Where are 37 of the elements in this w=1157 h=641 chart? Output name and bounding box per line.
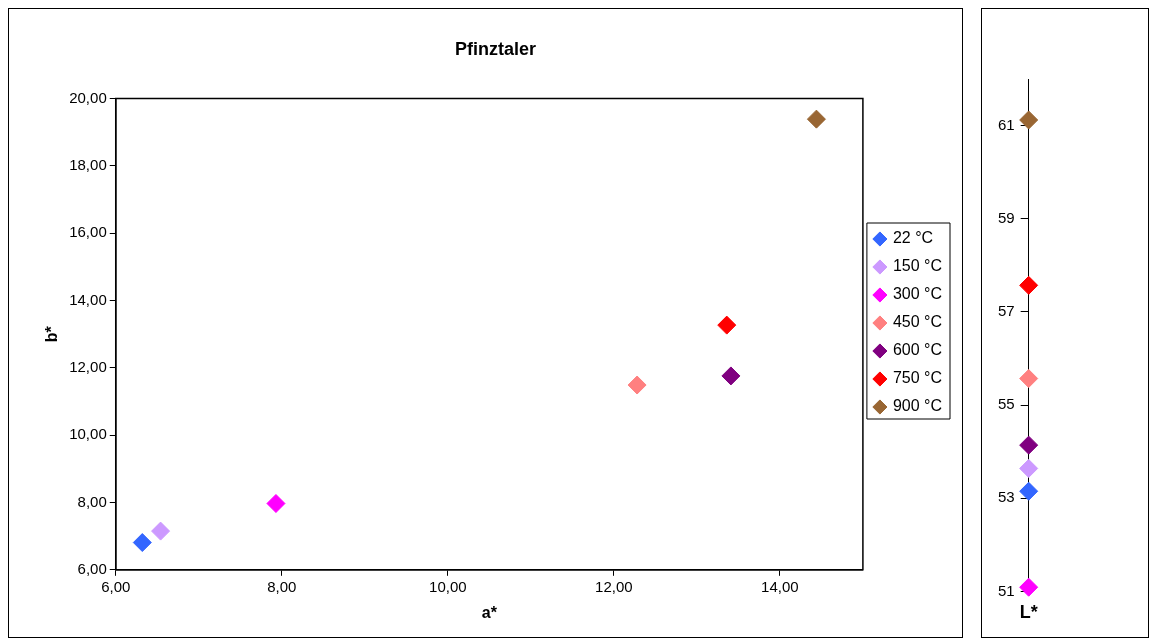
y-tick-label: 14,00 bbox=[69, 290, 107, 308]
y-tick-label: 51 bbox=[998, 581, 1015, 599]
y-tick-label: 10,00 bbox=[69, 425, 107, 443]
point bbox=[627, 375, 647, 395]
legend-label: 750 °C bbox=[892, 369, 942, 387]
x-tick-label: 14,00 bbox=[761, 577, 799, 595]
point bbox=[717, 315, 737, 335]
y-tick-label: 20,00 bbox=[69, 88, 107, 106]
x-tick-label: 10,00 bbox=[429, 577, 467, 595]
y-tick-label: 53 bbox=[998, 488, 1015, 506]
x-tick-label: L* bbox=[1019, 602, 1038, 623]
legend-label: 450 °C bbox=[892, 313, 942, 331]
point bbox=[806, 109, 826, 129]
chart-title: Pfinztaler bbox=[454, 38, 537, 59]
y-tick-label: 8,00 bbox=[77, 492, 107, 510]
x-tick-label: 8,00 bbox=[267, 577, 297, 595]
legend-label: 22 °C bbox=[892, 229, 934, 247]
y-tick-label: 57 bbox=[998, 302, 1015, 320]
y-tick-label: 61 bbox=[998, 115, 1015, 133]
y-tick-label: 12,00 bbox=[69, 358, 107, 375]
legend-label: 150 °C bbox=[892, 257, 942, 275]
legend-label: 600 °C bbox=[892, 341, 942, 359]
legend-label: 300 °C bbox=[892, 285, 942, 303]
y-tick-label: 16,00 bbox=[69, 223, 107, 241]
y-axis-title: b* bbox=[43, 325, 61, 343]
point bbox=[132, 533, 152, 553]
y-tick-label: 6,00 bbox=[77, 559, 107, 577]
point bbox=[266, 494, 286, 513]
x-axis-title: a* bbox=[481, 603, 498, 621]
point bbox=[151, 521, 171, 541]
point bbox=[721, 366, 741, 386]
x-tick-label: 6,00 bbox=[101, 577, 131, 595]
y-tick-label: 55 bbox=[998, 395, 1015, 413]
legend-label: 900 °C bbox=[892, 397, 942, 415]
x-tick-label: 12,00 bbox=[595, 577, 633, 595]
y-tick-label: 59 bbox=[998, 208, 1015, 226]
y-tick-label: 18,00 bbox=[69, 156, 107, 174]
